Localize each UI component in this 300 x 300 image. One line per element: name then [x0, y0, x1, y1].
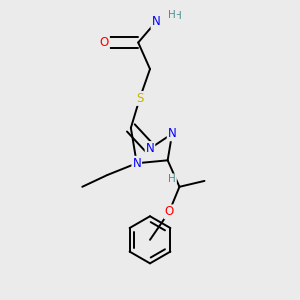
Text: O: O: [100, 36, 109, 49]
Text: H: H: [168, 174, 176, 184]
Text: N: N: [132, 157, 141, 170]
Text: N: N: [152, 15, 160, 28]
Text: N: N: [168, 127, 176, 140]
Text: H: H: [174, 11, 182, 21]
Text: N: N: [146, 142, 154, 155]
Text: O: O: [164, 205, 174, 218]
Text: H: H: [168, 10, 176, 20]
Text: S: S: [136, 92, 143, 105]
